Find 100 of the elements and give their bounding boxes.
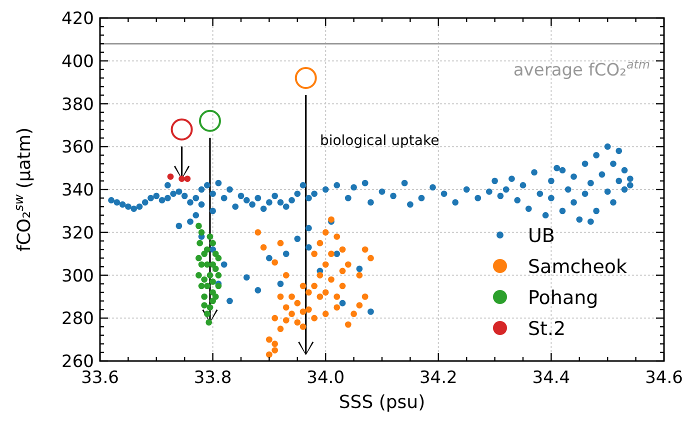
x-tick-label: 33.8	[194, 368, 232, 388]
y-tick-label: 420	[62, 9, 94, 29]
point	[201, 293, 208, 300]
point	[212, 250, 219, 258]
x-axis-title: SSS (psu)	[338, 392, 426, 413]
point	[322, 261, 329, 268]
point	[282, 317, 290, 324]
point	[288, 293, 295, 300]
point	[294, 319, 301, 326]
point	[272, 340, 278, 348]
x-tick-label: 33.6	[81, 368, 119, 388]
y-tick-label: 340	[62, 180, 94, 200]
point	[356, 272, 363, 278]
point	[198, 229, 205, 236]
point	[201, 302, 208, 308]
point	[201, 276, 208, 283]
x-tick-label: 34.0	[306, 368, 345, 388]
point	[322, 289, 329, 296]
legend-label: Pohang	[528, 287, 598, 309]
point	[260, 244, 267, 251]
point	[178, 176, 185, 182]
point	[196, 254, 202, 262]
point	[311, 250, 318, 258]
point	[305, 306, 312, 313]
point	[339, 246, 346, 253]
point	[272, 259, 278, 266]
point	[167, 173, 174, 180]
point	[196, 240, 204, 246]
point	[204, 310, 210, 318]
point	[272, 347, 278, 354]
point	[334, 293, 340, 300]
point	[328, 276, 334, 283]
x-tick-label: 34.6	[645, 368, 683, 388]
point	[254, 229, 262, 236]
point	[316, 240, 324, 246]
legend-label: UB	[528, 225, 555, 247]
point	[356, 302, 363, 308]
point	[339, 268, 346, 274]
legend-label: St.2	[528, 318, 566, 340]
point	[272, 314, 278, 322]
point	[266, 336, 272, 343]
point	[339, 282, 346, 290]
point	[282, 304, 290, 311]
y-tick-label: 300	[62, 266, 94, 286]
point	[210, 240, 216, 246]
point	[316, 293, 324, 300]
point	[344, 261, 352, 268]
point	[300, 324, 306, 330]
y-tick-label: 280	[62, 309, 94, 330]
point	[316, 272, 324, 278]
point	[322, 229, 329, 236]
point	[215, 272, 222, 278]
point	[196, 272, 202, 278]
y-tick-label: 320	[62, 223, 94, 244]
point	[196, 222, 202, 230]
point	[210, 278, 216, 285]
point	[362, 246, 368, 253]
point	[322, 310, 329, 318]
point	[215, 254, 222, 262]
point	[277, 326, 284, 332]
point	[294, 300, 301, 306]
point	[210, 298, 216, 304]
y-tick-label: 360	[62, 138, 94, 158]
point	[334, 233, 340, 240]
point	[311, 314, 318, 322]
point	[206, 304, 214, 311]
point	[344, 321, 352, 328]
point	[212, 266, 219, 272]
y-tick-label: 400	[62, 52, 94, 72]
point	[204, 282, 210, 290]
point	[305, 289, 312, 296]
point	[288, 310, 295, 318]
point	[368, 254, 374, 262]
point	[184, 176, 191, 182]
point	[277, 293, 284, 300]
point	[362, 293, 368, 300]
y-tick-label: 380	[62, 94, 94, 115]
point	[328, 250, 334, 258]
point	[266, 351, 272, 358]
point	[210, 289, 216, 296]
point	[204, 246, 210, 253]
x-tick-label: 34.4	[532, 368, 570, 388]
point	[350, 310, 357, 318]
legend-label: Samcheok	[528, 256, 628, 278]
ref-line-label: average fCO₂$^{atm}$	[513, 58, 650, 81]
point	[334, 304, 340, 311]
point	[204, 261, 210, 268]
point	[282, 272, 290, 278]
point	[198, 261, 205, 268]
point	[198, 282, 205, 290]
point	[300, 282, 306, 290]
point	[277, 240, 284, 246]
point	[206, 233, 214, 240]
annotation: biological uptake	[320, 133, 440, 149]
point	[206, 319, 212, 326]
point	[300, 308, 306, 315]
x-tick-label: 34.2	[419, 368, 458, 388]
point	[311, 282, 318, 290]
point	[201, 250, 208, 258]
point	[206, 272, 214, 278]
